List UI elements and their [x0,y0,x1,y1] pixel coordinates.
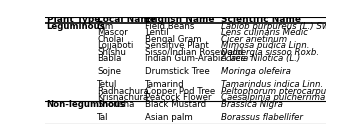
Text: Moringa olefeira: Moringa olefeira [220,67,290,76]
Text: Plant Type: Plant Type [47,15,100,24]
Text: Tamarindus indica Linn.: Tamarindus indica Linn. [220,80,323,89]
Text: Lojjaboti: Lojjaboti [97,41,134,50]
Text: Field Beans: Field Beans [145,22,194,31]
Text: Sojne: Sojne [97,67,121,76]
Text: Sensitive Plant: Sensitive Plant [145,41,209,50]
Text: Dalbergia sissoo Roxb.: Dalbergia sissoo Roxb. [220,48,319,57]
Text: Leguminous: Leguminous [47,22,106,31]
Text: Krisnachura: Krisnachura [97,93,148,102]
Text: Caesalpinia pulcherrima: Caesalpinia pulcherrima [220,93,325,102]
Text: Mimosa pudica Linn.: Mimosa pudica Linn. [220,41,309,50]
Text: Scientific Name: Scientific Name [220,15,300,24]
Text: Sisso/Indian Rosewood: Sisso/Indian Rosewood [145,48,243,57]
Text: Local Name: Local Name [97,15,156,24]
Text: Lablob purpureus (L.) Sweet: Lablob purpureus (L.) Sweet [220,22,342,31]
Text: Black Mustard: Black Mustard [145,100,206,109]
Text: Acacia Nilotica (L.): Acacia Nilotica (L.) [220,54,301,63]
Text: Peltophorum pterocarpum: Peltophorum pterocarpum [220,87,334,96]
Text: Radhachura: Radhachura [97,87,149,96]
Text: English Name: English Name [145,15,214,24]
Text: Cicer arietinum: Cicer arietinum [220,35,287,44]
Text: Borassus flabellifer: Borassus flabellifer [220,113,303,122]
Text: Drumstick Tree: Drumstick Tree [145,67,210,76]
Text: Lens culinaris Medic: Lens culinaris Medic [220,28,308,37]
Text: Indian Gum-Arabic Tree: Indian Gum-Arabic Tree [145,54,246,63]
Text: Babla: Babla [97,54,122,63]
Text: Asian palm: Asian palm [145,113,193,122]
Text: Tamarind: Tamarind [145,80,185,89]
Text: Cholai: Cholai [97,35,124,44]
Text: Sim: Sim [97,22,113,31]
Text: Shishu: Shishu [97,48,126,57]
Text: Peacock Flower: Peacock Flower [145,93,211,102]
Text: Lentil: Lentil [145,28,168,37]
Text: Brassica Nigra: Brassica Nigra [220,100,282,109]
Text: Shorisha: Shorisha [97,100,135,109]
Text: Tetul: Tetul [97,80,118,89]
Text: Bengal Gram: Bengal Gram [145,35,202,44]
Text: Non-leguminous: Non-leguminous [47,100,126,109]
Text: Mascor: Mascor [97,28,128,37]
Text: Copper Pod Tree: Copper Pod Tree [145,87,215,96]
Text: Tal: Tal [97,113,109,122]
